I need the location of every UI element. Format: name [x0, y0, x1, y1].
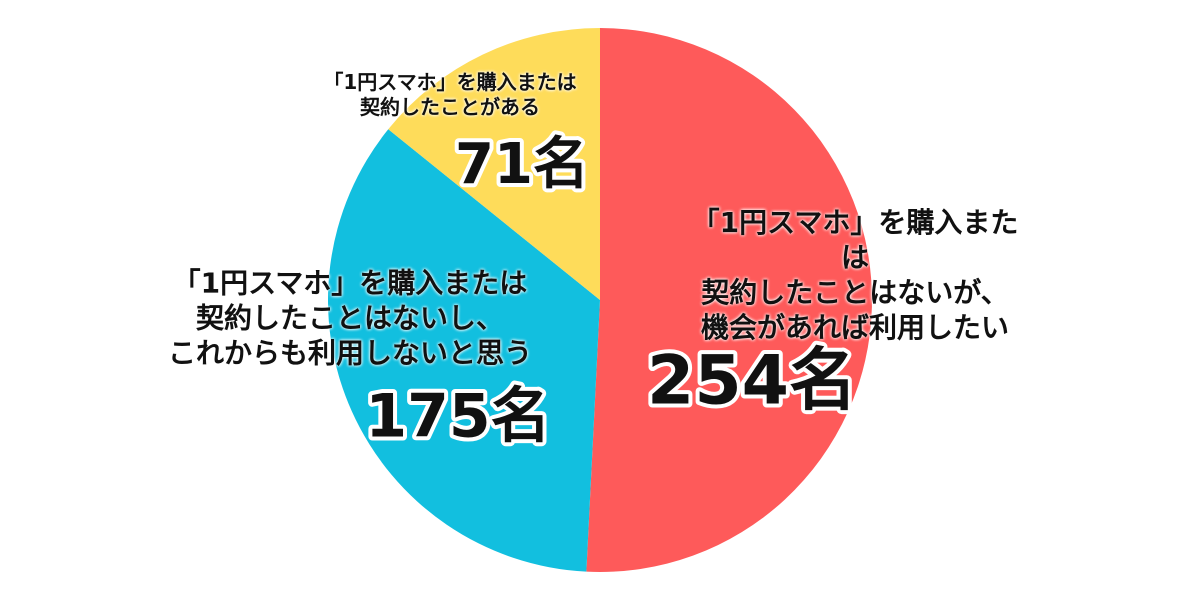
slice-label: 「1円スマホ」を購入または 契約したことがある	[323, 70, 577, 119]
value-label: 71名	[455, 132, 589, 197]
pie-slice	[586, 28, 873, 572]
slice-label: 「1円スマホ」を購入または 契約したことはないが、 機会があれば利用したい	[691, 206, 1019, 344]
slice-label: 「1円スマホ」を購入または 契約したことはないし、 これからも利用しないと思う	[167, 266, 533, 370]
value-label: 175名	[365, 382, 550, 452]
pie-slice	[388, 28, 600, 300]
pie-slice	[327, 129, 600, 572]
value-label: 254名	[647, 342, 857, 421]
